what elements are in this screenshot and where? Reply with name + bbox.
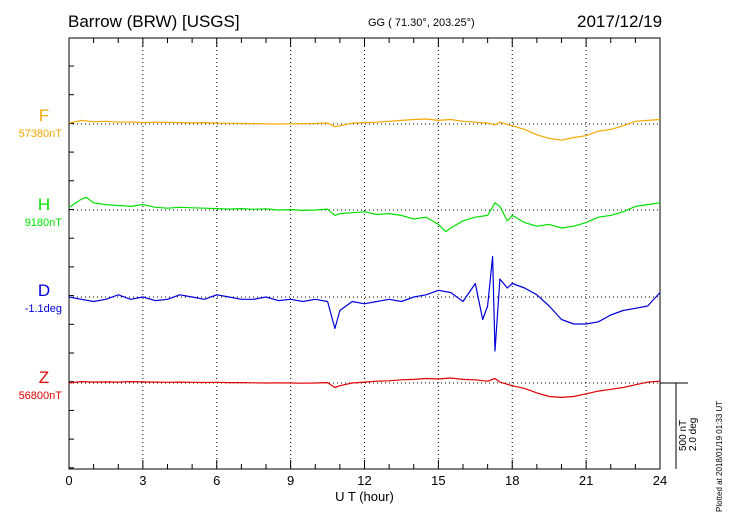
geographic-coords: GG ( 71.30°, 203.25°) [368, 17, 475, 29]
x-tick-label-0: 0 [65, 473, 72, 488]
x-axis-label: U T (hour) [335, 489, 394, 504]
trace-d [68, 255, 661, 352]
channel-label-h: H [37, 195, 51, 214]
baseline-label-d: -1.1deg [24, 303, 62, 315]
scale-deg-label: 2.0 deg [688, 418, 699, 451]
x-tick-label-6: 6 [213, 473, 220, 488]
channel-label-f: F [38, 106, 50, 125]
x-tick-label-18: 18 [505, 473, 519, 488]
x-tick-label-21: 21 [579, 473, 593, 488]
trace-z [68, 377, 661, 398]
trace-f [68, 118, 661, 141]
x-tick-label-15: 15 [431, 473, 445, 488]
channel-label-z: Z [38, 368, 50, 387]
plot-date: 2017/12/19 [577, 12, 663, 31]
x-tick-label-3: 3 [139, 473, 146, 488]
channel-label-d: D [37, 281, 51, 300]
plotted-text: Plotted at 2018/01/19 01:33 UT [715, 401, 724, 512]
baseline-label-z: 56800nT [18, 390, 62, 402]
scale-label: 500 nT 2.0 deg [678, 418, 699, 451]
x-tick-label-12: 12 [357, 473, 371, 488]
baseline-label-h: 9180nT [24, 217, 62, 229]
baseline-label-f: 57380nT [18, 128, 62, 140]
plotted-timestamp: Plotted at 2018/01/19 01:33 UT [715, 401, 724, 512]
x-tick-label-24: 24 [653, 473, 667, 488]
trace-h [68, 196, 661, 233]
station-title: Barrow (BRW) [USGS] [68, 12, 240, 31]
x-tick-label-9: 9 [287, 473, 294, 488]
scale-nt-label: 500 nT [678, 420, 689, 451]
